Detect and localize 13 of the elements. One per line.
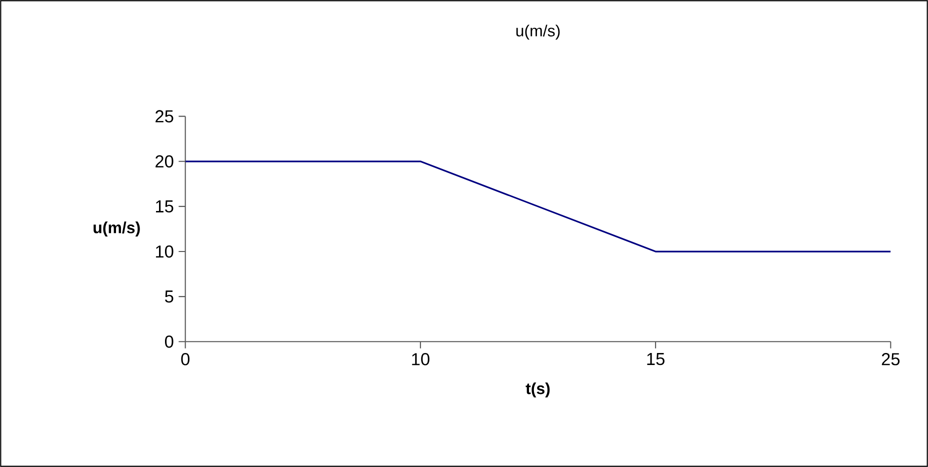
x-tick-label: 25 [882, 353, 900, 366]
y-tick-label: 20 [156, 155, 174, 168]
x-tick-label: 15 [647, 353, 664, 366]
y-tick-label: 5 [165, 290, 174, 303]
y-tick-label: 15 [156, 200, 174, 212]
x-tick-label: 0 [181, 353, 190, 366]
y-tick-label: 25 [156, 110, 174, 122]
y-tick-label: 0 [164, 336, 174, 348]
y-axis-title: u(m/s) [94, 222, 140, 236]
y-tick-label: 10 [156, 245, 174, 258]
chart-title: u(m/s) [516, 24, 560, 40]
x-tick-label: 10 [412, 353, 430, 366]
x-axis-title: t(s) [526, 382, 550, 398]
